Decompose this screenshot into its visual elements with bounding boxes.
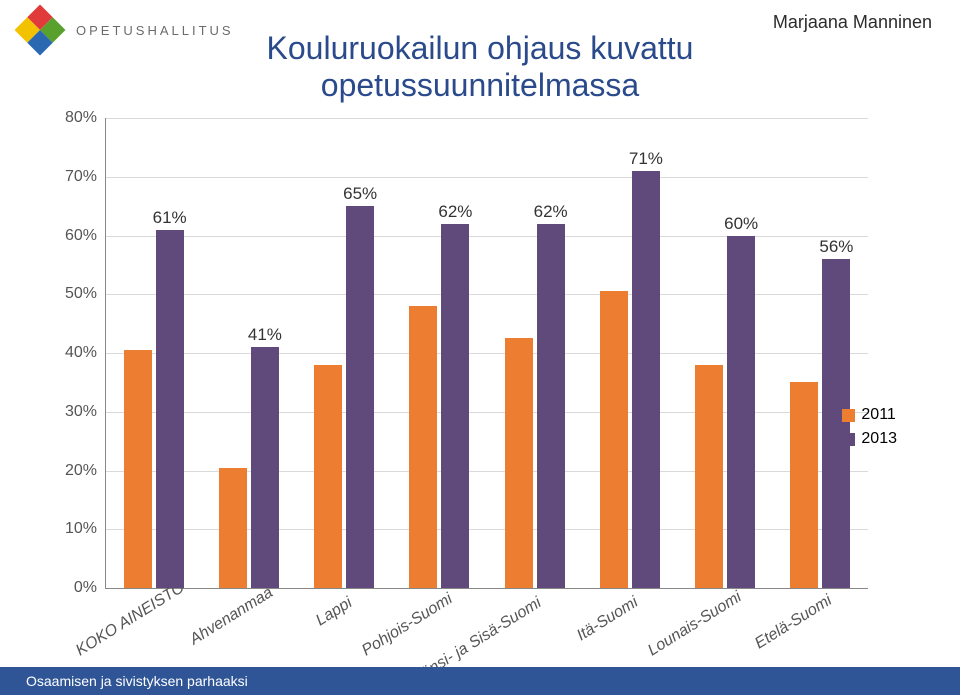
y-tick-label: 0%: [55, 579, 97, 597]
legend-label: 2013: [861, 430, 897, 448]
y-tick-label: 50%: [55, 285, 97, 303]
bar-value-label: 62%: [534, 202, 568, 222]
bar-2013: 61%: [156, 230, 184, 588]
x-tick-label: Pohjois-Suomi: [359, 591, 456, 661]
y-tick-label: 60%: [55, 227, 97, 245]
bar-value-label: 60%: [724, 214, 758, 234]
y-tick-label: 70%: [55, 168, 97, 186]
legend: 2011 2013: [842, 406, 897, 454]
bar-2013: 60%: [727, 236, 755, 589]
x-tick-label: Etelä-Suomi: [752, 592, 835, 653]
legend-swatch: [842, 409, 855, 422]
grid-line: [106, 118, 868, 119]
bar-2011: [314, 365, 342, 588]
bar-value-label: 41%: [248, 325, 282, 345]
bar-value-label: 62%: [438, 202, 472, 222]
bar-2011: [124, 350, 152, 588]
title-line-2: opetussuunnitelmassa: [0, 67, 960, 104]
bar-2011: [790, 382, 818, 588]
bar-2011: [600, 291, 628, 588]
title-line-1: Kouluruokailun ohjaus kuvattu: [0, 30, 960, 67]
y-tick-label: 10%: [55, 520, 97, 538]
x-tick-label: Lappi: [313, 594, 356, 630]
bar-2013: 41%: [251, 347, 279, 588]
bar-value-label: 61%: [153, 208, 187, 228]
plot-area: KOKO AINEISTOAhvenanmaaLappiPohjois-Suom…: [105, 118, 868, 589]
bar-value-label: 71%: [629, 149, 663, 169]
bar-2011: [695, 365, 723, 588]
bar-value-label: 56%: [819, 237, 853, 257]
footer-bar: Osaamisen ja sivistyksen parhaaksi: [0, 667, 960, 695]
legend-swatch: [842, 433, 855, 446]
x-tick-label: Lounais-Suomi: [645, 589, 745, 661]
legend-label: 2011: [861, 406, 895, 424]
chart-title: Kouluruokailun ohjaus kuvattu opetussuun…: [0, 30, 960, 104]
y-tick-label: 30%: [55, 403, 97, 421]
bar-2013: 62%: [441, 224, 469, 588]
bar-chart: KOKO AINEISTOAhvenanmaaLappiPohjois-Suom…: [55, 118, 867, 588]
bar-2011: [409, 306, 437, 588]
bar-2013: 62%: [537, 224, 565, 588]
grid-line: [106, 177, 868, 178]
y-tick-label: 20%: [55, 462, 97, 480]
bar-value-label: 65%: [343, 184, 377, 204]
x-tick-label: Itä-Suomi: [574, 594, 642, 646]
bar-2013: 71%: [632, 171, 660, 588]
y-tick-label: 40%: [55, 344, 97, 362]
x-tick-label: Ahvenanmaa: [187, 584, 277, 649]
y-tick-label: 80%: [55, 109, 97, 127]
footer-text: Osaamisen ja sivistyksen parhaaksi: [26, 673, 248, 689]
bar-2011: [505, 338, 533, 588]
bar-2013: 65%: [346, 206, 374, 588]
bar-2011: [219, 468, 247, 588]
legend-item: 2011: [842, 406, 897, 424]
legend-item: 2013: [842, 430, 897, 448]
